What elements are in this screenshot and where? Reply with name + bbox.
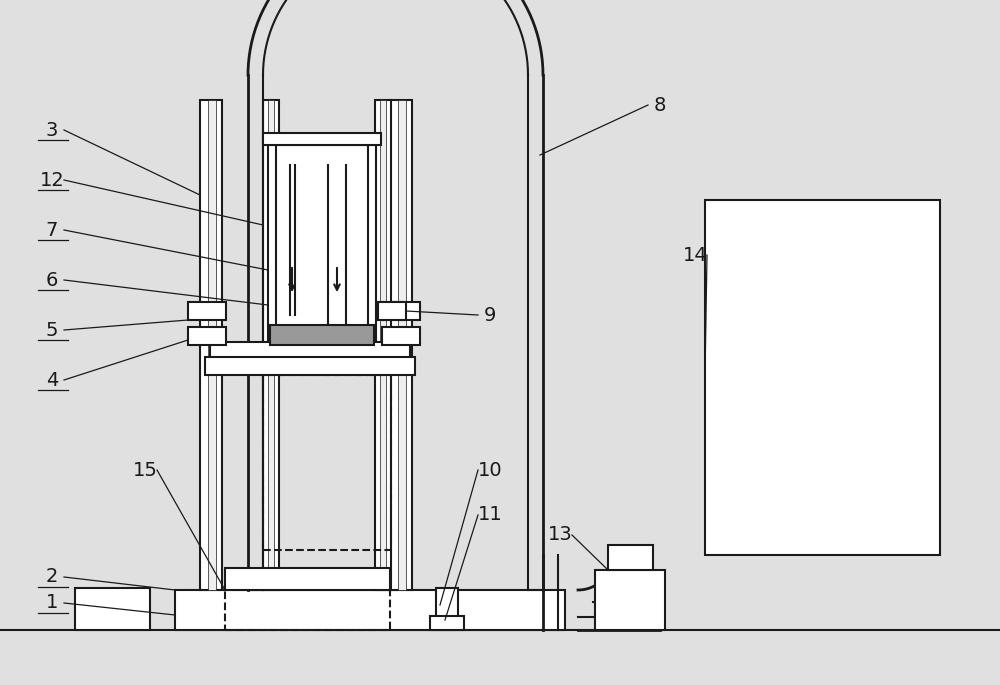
Text: 8: 8 [654,95,666,114]
Bar [268,100,274,590]
Text: 11: 11 [478,506,502,525]
Bar [705,200,940,555]
Text: 15: 15 [133,460,157,480]
Bar [208,100,216,590]
Bar [595,570,665,630]
Bar [430,616,464,630]
Bar [210,342,410,360]
Bar [205,357,415,375]
Text: 4: 4 [46,371,58,390]
Bar [608,545,653,570]
Text: 6: 6 [46,271,58,290]
Bar [225,568,390,590]
Bar [263,375,391,550]
Bar [380,100,386,590]
Text: 14: 14 [683,245,707,264]
Bar [398,100,406,590]
Text: 10: 10 [478,460,502,480]
Text: 13: 13 [548,525,572,545]
Bar [382,302,420,320]
Bar [268,145,376,345]
Bar [378,302,406,320]
Text: 2: 2 [46,567,58,586]
Bar [225,588,390,630]
Text: 1: 1 [46,593,58,612]
Bar [175,590,565,630]
Text: 5: 5 [46,321,58,340]
Bar [375,100,391,590]
Bar [270,325,374,345]
Bar [263,133,381,145]
Text: 3: 3 [46,121,58,140]
Bar [390,100,412,590]
Bar [200,100,222,590]
Bar [436,588,458,620]
Bar [188,302,226,320]
Bar [75,588,150,630]
Bar [188,327,226,345]
Text: 9: 9 [484,306,496,325]
Text: 12: 12 [40,171,64,190]
Bar [263,100,279,590]
Text: 7: 7 [46,221,58,240]
Bar [382,327,420,345]
